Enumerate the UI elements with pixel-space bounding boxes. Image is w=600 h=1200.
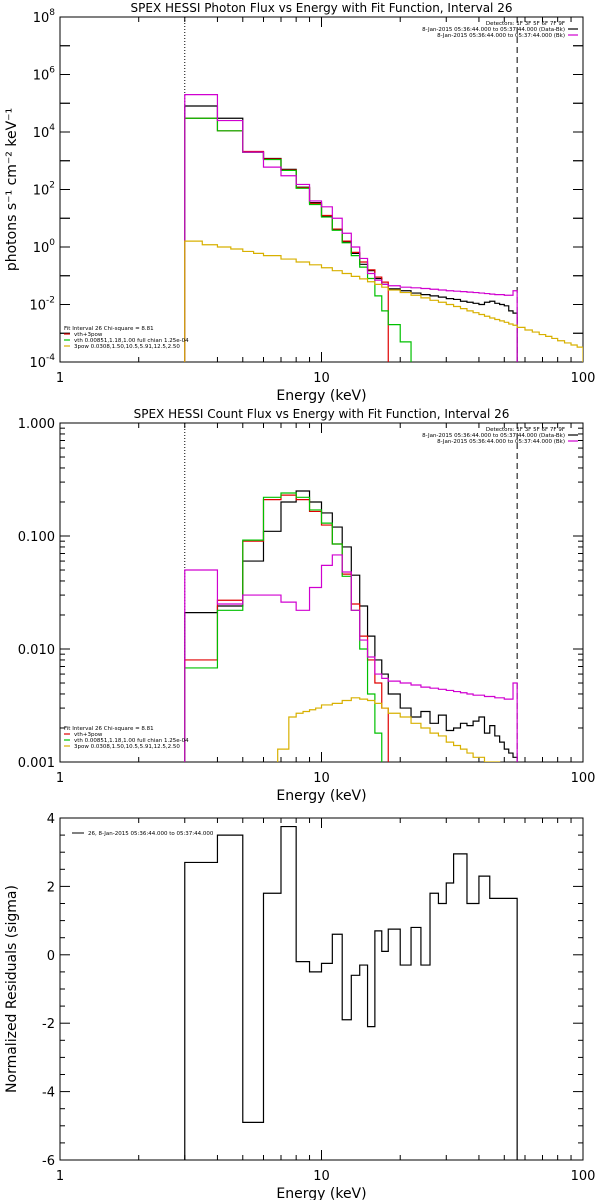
- y-axis: 10-4 10-2 100 102 104 106 108: [29, 8, 583, 371]
- y-tick-label: 106: [33, 66, 56, 84]
- y-axis-label: photons s⁻¹ cm⁻² keV⁻¹: [4, 108, 20, 271]
- legend-top: 26, 8-Jan-2015 05:36:44.000 to 05:37:44.…: [72, 831, 214, 837]
- y-tick-label: 100: [33, 238, 56, 256]
- legend-top: Detectors: 1F 3F 5F 6F 7F 9F8-Jan-2015 0…: [422, 21, 578, 39]
- legend-text: Detectors: 1F 3F 5F 6F 7F 9F: [486, 427, 565, 433]
- legend-text: 26, 8-Jan-2015 05:36:44.000 to 05:37:44.…: [88, 831, 214, 837]
- legend-top: Detectors: 1F 3F 5F 6F 7F 9F8-Jan-2015 0…: [422, 427, 578, 445]
- plot-frame: [59, 422, 584, 763]
- y-tick-label: 1.000: [18, 417, 55, 432]
- y-tick-label: -2: [42, 1017, 55, 1032]
- legend-text: vth 0.00851,1.18,1.00 full chian 1.25e-0…: [74, 738, 189, 744]
- panel-2: SPEX HESSI Count Flux vs Energy with Fit…: [18, 407, 596, 804]
- y-axis: -6 -4 -2 0 2 4: [42, 812, 583, 1169]
- plot-frame: [59, 817, 584, 1161]
- y-tick-label: 0.010: [18, 643, 55, 658]
- series-group: [184, 17, 583, 362]
- y-tick-label: 104: [33, 123, 56, 141]
- chart-title: SPEX HESSI Count Flux vs Energy with Fit…: [134, 407, 510, 421]
- panel-1: SPEX HESSI Photon Flux vs Energy with Fi…: [4, 1, 595, 404]
- x-axis-label: Energy (keV): [276, 388, 366, 404]
- y-tick-label: -4: [42, 1086, 55, 1101]
- legend-text: 3pow 0.0308,1.50,10.5,5.91,12.5,2.50: [74, 344, 180, 350]
- x-axis: 1 10 100: [56, 818, 596, 1184]
- y-tick-label: 0: [47, 949, 55, 964]
- x-tick-label: 1: [56, 771, 64, 786]
- legend-bottom: Fit Interval 26 Chi-square = 8.81vth+3po…: [64, 726, 189, 750]
- y-tick-label: 0.001: [18, 756, 55, 771]
- series-line: [184, 825, 518, 1160]
- legend-text: 8-Jan-2015 05:36:44.000 to 05:37:44.000 …: [437, 33, 565, 39]
- legend-bottom: Fit Interval 26 Chi-square = 8.81vth+3po…: [64, 326, 189, 350]
- x-axis: 1 10 100: [56, 17, 596, 386]
- legend-text: vth+3pow: [74, 732, 103, 738]
- legend-text: vth 0.00851,1.18,1.00 full chian 1.25e-0…: [74, 338, 189, 344]
- y-tick-label: 4: [47, 812, 55, 827]
- legend-text: 8-Jan-2015 05:36:44.000 to 05:37:44.000 …: [422, 27, 565, 33]
- x-axis: 1 10 100: [56, 423, 596, 786]
- x-tick-label: 1: [56, 371, 64, 386]
- series-line: [184, 240, 583, 362]
- series-group: [184, 825, 518, 1160]
- x-tick-label: 1: [56, 1169, 64, 1184]
- x-tick-label: 100: [571, 771, 596, 786]
- y-tick-label: 108: [33, 8, 56, 26]
- legend-text: 3pow 0.0308,1.50,10.5,5.91,12.5,2.50: [74, 744, 180, 750]
- y-tick-label: 0.100: [18, 530, 55, 545]
- series-line: [184, 93, 518, 362]
- x-tick-label: 100: [571, 371, 596, 386]
- y-tick-label: 10-2: [29, 296, 55, 314]
- y-tick-label: 2: [47, 880, 55, 895]
- legend-text: vth+3pow: [74, 332, 103, 338]
- y-tick-label: 102: [33, 181, 55, 199]
- x-tick-label: 100: [571, 1169, 596, 1184]
- plot-frame: [59, 16, 584, 363]
- legend-text: 8-Jan-2015 05:36:44.000 to 05:37:44.000 …: [422, 433, 565, 439]
- series-line: [184, 494, 389, 762]
- series-line: [277, 697, 501, 762]
- x-tick-label: 10: [313, 771, 330, 786]
- legend-text: Detectors: 1F 3F 5F 6F 7F 9F: [486, 21, 565, 27]
- series-line: [184, 554, 518, 762]
- y-tick-label: 10-4: [29, 353, 55, 371]
- series-line: [184, 117, 412, 362]
- x-axis-label: Energy (keV): [276, 788, 366, 804]
- y-tick-label: -6: [42, 1154, 55, 1169]
- x-tick-label: 10: [313, 1169, 330, 1184]
- series-line: [184, 117, 389, 362]
- legend-text: 8-Jan-2015 05:36:44.000 to 05:37:44.000 …: [437, 439, 565, 445]
- legend-text: Fit Interval 26 Chi-square = 8.81: [64, 326, 154, 332]
- chart-title: SPEX HESSI Photon Flux vs Energy with Fi…: [131, 1, 513, 15]
- series-line: [184, 490, 518, 762]
- series-line: [184, 492, 383, 762]
- panel-3: 1 10 100 Energy (keV) -6 -4 -2 0 2 4 Normalized Re…: [4, 812, 595, 1200]
- x-axis-label: Energy (keV): [276, 1186, 366, 1200]
- series-group: [184, 423, 518, 762]
- x-tick-label: 10: [313, 371, 330, 386]
- y-axis: 0.001 0.010 0.100 1.000: [18, 417, 583, 771]
- y-axis-label: Normalized Residuals (sigma): [4, 885, 20, 1093]
- legend-text: Fit Interval 26 Chi-square = 8.81: [64, 726, 154, 732]
